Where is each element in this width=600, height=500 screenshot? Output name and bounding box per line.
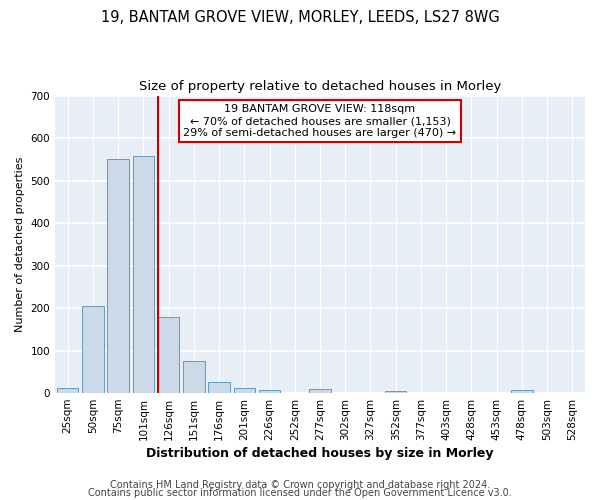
- Bar: [57, 388, 79, 393]
- Text: 19, BANTAM GROVE VIEW, MORLEY, LEEDS, LS27 8WG: 19, BANTAM GROVE VIEW, MORLEY, LEEDS, LS…: [101, 10, 499, 25]
- Title: Size of property relative to detached houses in Morley: Size of property relative to detached ho…: [139, 80, 501, 93]
- Bar: [208, 382, 230, 393]
- Bar: [385, 390, 406, 393]
- Bar: [107, 159, 129, 393]
- X-axis label: Distribution of detached houses by size in Morley: Distribution of detached houses by size …: [146, 447, 494, 460]
- Bar: [511, 390, 533, 393]
- Bar: [82, 306, 104, 393]
- Text: Contains HM Land Registry data © Crown copyright and database right 2024.: Contains HM Land Registry data © Crown c…: [110, 480, 490, 490]
- Text: Contains public sector information licensed under the Open Government Licence v3: Contains public sector information licen…: [88, 488, 512, 498]
- Bar: [133, 156, 154, 393]
- Y-axis label: Number of detached properties: Number of detached properties: [15, 156, 25, 332]
- Bar: [309, 389, 331, 393]
- Bar: [158, 318, 179, 393]
- Text: 19 BANTAM GROVE VIEW: 118sqm
← 70% of detached houses are smaller (1,153)
29% of: 19 BANTAM GROVE VIEW: 118sqm ← 70% of de…: [184, 104, 457, 138]
- Bar: [233, 388, 255, 393]
- Bar: [183, 361, 205, 393]
- Bar: [259, 390, 280, 393]
